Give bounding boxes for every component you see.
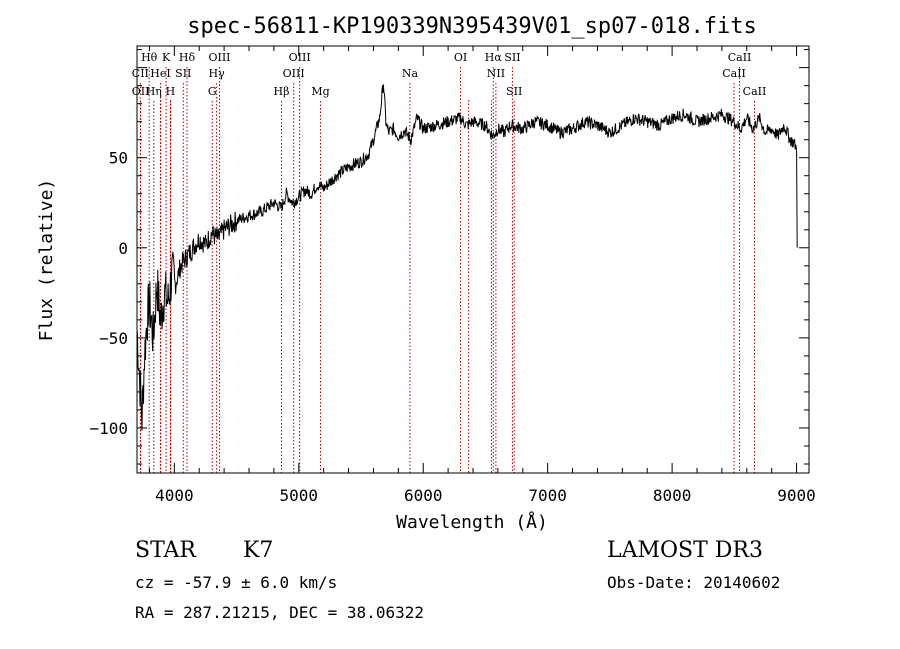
marker-label-3: OIII bbox=[208, 51, 230, 64]
plot-frame bbox=[136, 45, 810, 474]
marker-label-2: Hδ bbox=[179, 51, 196, 64]
marker-label-6: Hα bbox=[485, 51, 503, 64]
y-tick-label--100: −100 bbox=[89, 419, 128, 438]
marker-label-13: OIII bbox=[283, 67, 305, 80]
y-tick-label-0: 0 bbox=[118, 239, 128, 258]
marker-label-24: CaII bbox=[743, 85, 767, 98]
marker-label-0: Hθ bbox=[141, 51, 158, 64]
subclass-label: K7 bbox=[243, 538, 274, 563]
marker-label-12: Hγ bbox=[209, 67, 226, 80]
radec-text: RA = 287.21215, DEC = 38.06322 bbox=[135, 603, 424, 622]
survey-label: LAMOST DR3 bbox=[607, 538, 763, 563]
y-tick-label--50: −50 bbox=[99, 329, 128, 348]
line-markers bbox=[139, 67, 755, 473]
y-tick-label-50: 50 bbox=[109, 149, 128, 168]
obs-date-text: Obs-Date: 20140602 bbox=[607, 573, 781, 592]
marker-label-18: Hη bbox=[146, 85, 162, 98]
marker-label-14: Na bbox=[402, 67, 419, 80]
marker-label-20: G bbox=[208, 85, 217, 98]
x-tick-label-9000: 9000 bbox=[777, 486, 816, 505]
marker-label-8: CaII bbox=[728, 51, 752, 64]
marker-label-7: SII bbox=[504, 51, 520, 64]
marker-label-1: K bbox=[162, 51, 171, 64]
marker-label-4: OIII bbox=[289, 51, 311, 64]
marker-label-5: OI bbox=[454, 51, 467, 64]
marker-label-10: HeI bbox=[150, 67, 170, 80]
chart-title: spec-56811-KP190339N395439V01_sp07-018.f… bbox=[187, 14, 757, 39]
marker-label-17: OII bbox=[132, 85, 150, 98]
x-tick-label-8000: 8000 bbox=[653, 486, 692, 505]
axis-tick-labels: 4000 5000 6000 7000 8000 9000 −100 −50 0 50 bbox=[89, 149, 815, 505]
cz-text: cz = -57.9 ± 6.0 km/s bbox=[135, 573, 338, 592]
x-tick-label-6000: 6000 bbox=[404, 486, 443, 505]
x-tick-label-4000: 4000 bbox=[155, 486, 194, 505]
marker-label-11: SII bbox=[175, 67, 191, 80]
marker-label-16: CaII bbox=[722, 67, 746, 80]
class-label: STAR bbox=[135, 538, 196, 563]
marker-label-9: CII bbox=[132, 67, 149, 80]
flux-series-line bbox=[136, 84, 798, 431]
x-axis-label: Wavelength (Å) bbox=[396, 511, 548, 533]
marker-label-23: SII bbox=[506, 85, 522, 98]
marker-label-21: Hβ bbox=[274, 85, 290, 98]
x-tick-label-7000: 7000 bbox=[528, 486, 567, 505]
marker-label-22: Mg bbox=[311, 85, 329, 98]
marker-label-15: NII bbox=[487, 67, 505, 80]
axis-ticks bbox=[137, 46, 809, 473]
x-tick-label-5000: 5000 bbox=[280, 486, 319, 505]
y-axis-label: Flux (relative) bbox=[36, 179, 57, 342]
marker-label-19: H bbox=[166, 85, 176, 98]
